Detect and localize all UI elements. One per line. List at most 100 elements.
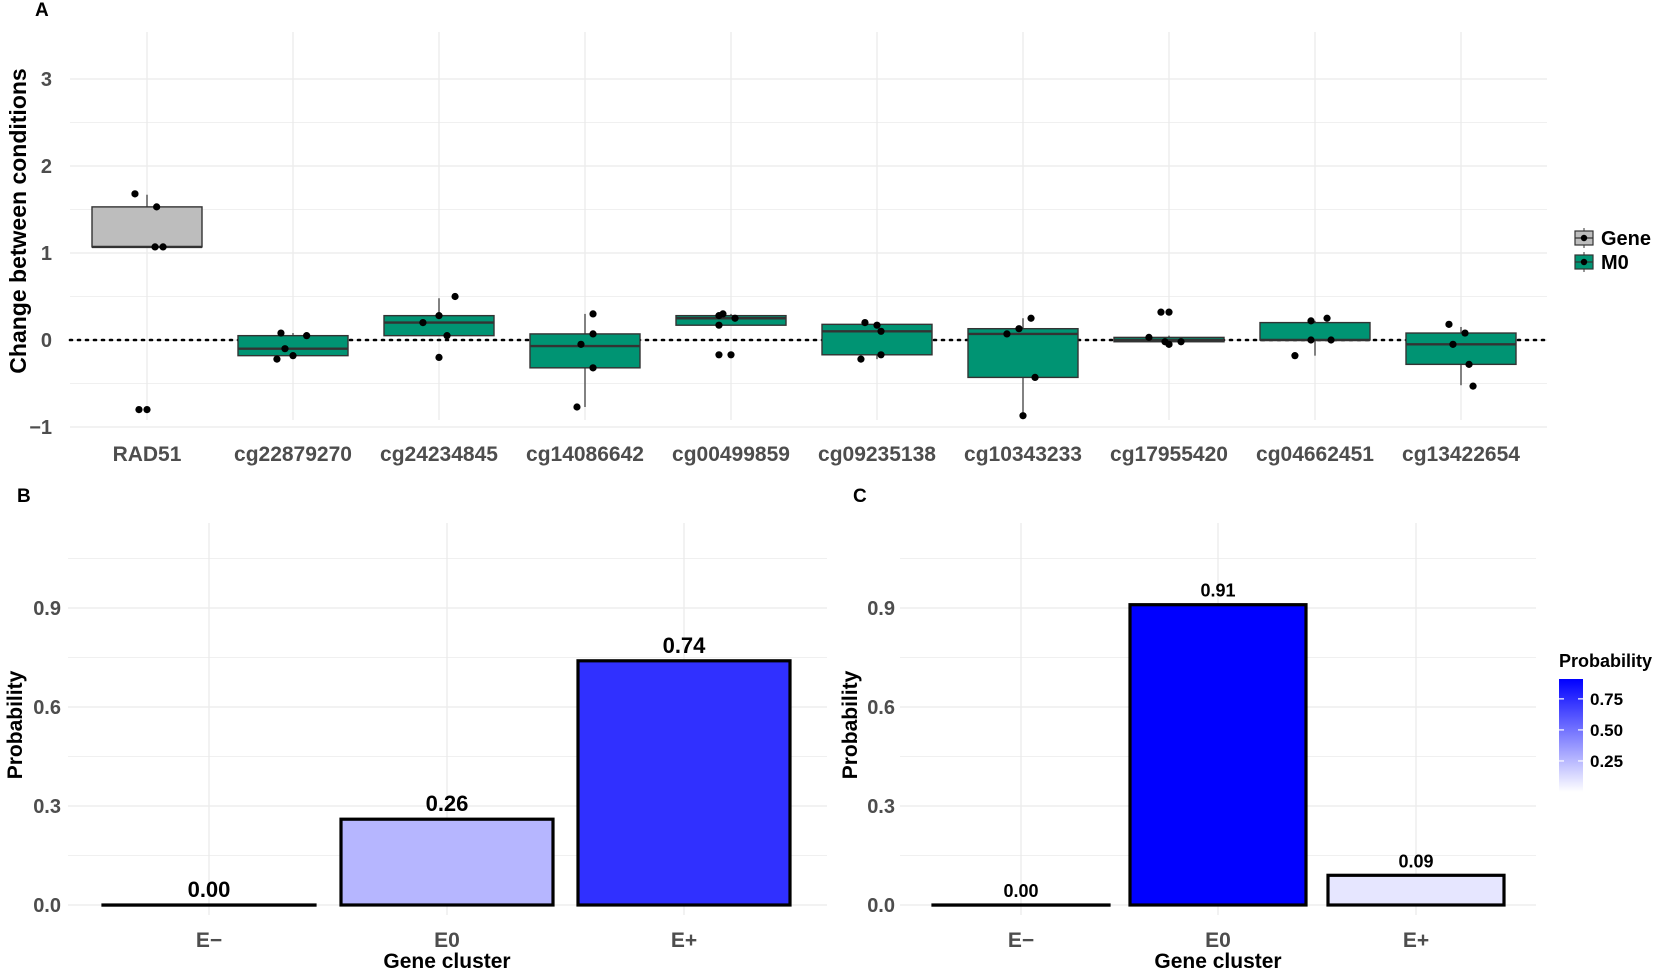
panel-label-c: C (853, 486, 867, 507)
data-point (1465, 360, 1473, 368)
bar-E+ (576, 659, 792, 907)
panel-b-y-axis-title: Probability (4, 670, 27, 779)
x-tick-label: E+ (671, 929, 697, 952)
data-point (715, 321, 723, 329)
data-point (577, 340, 585, 348)
data-point (589, 310, 597, 318)
x-tick-label: RAD51 (113, 443, 182, 466)
data-point (159, 243, 167, 251)
y-tick-label: 0.3 (867, 796, 895, 818)
colorbar-tick-label: 0.75 (1590, 690, 1623, 709)
data-point (143, 406, 151, 414)
data-point (1307, 317, 1315, 325)
boxplot-cg17955420 (1113, 308, 1225, 348)
data-point (153, 203, 161, 211)
data-point (151, 243, 159, 251)
panel-c-x-axis-title: Gene cluster (1154, 950, 1281, 973)
x-tick-label: cg22879270 (234, 443, 352, 466)
panel-b-axis: E− E0 E+ 0.0 0.3 0.6 0.9 (33, 598, 697, 952)
box-iqr (529, 333, 641, 369)
colorbar-gradient (1559, 679, 1583, 792)
data-point (857, 355, 865, 363)
data-point (1027, 314, 1035, 322)
box-iqr (821, 323, 933, 356)
x-tick-label: cg10343233 (964, 443, 1082, 466)
x-tick-label: cg04662451 (1256, 443, 1374, 466)
data-point (1157, 308, 1165, 316)
legend-label-m0: M0 (1601, 252, 1629, 274)
bar-value-label: 0.00 (1003, 881, 1038, 901)
panel-a-gridlines (70, 32, 1547, 428)
panel-a-legend: Gene M0 (1574, 228, 1651, 274)
y-tick-label: 0.0 (867, 895, 895, 917)
x-tick-label: E0 (1205, 929, 1231, 952)
data-point (1003, 330, 1011, 338)
data-point (731, 314, 739, 322)
data-point (443, 332, 451, 340)
data-point (1015, 325, 1023, 333)
panel-a-y-axis-title: Change between conditions (5, 68, 31, 373)
x-tick-label: cg24234845 (380, 443, 498, 466)
bar-E+ (1326, 873, 1506, 907)
y-tick-label: 0.9 (33, 598, 61, 620)
data-point (877, 351, 885, 359)
data-point (419, 319, 427, 327)
y-tick-label: 0.6 (33, 697, 61, 719)
boxplot-RAD51 (91, 190, 203, 414)
box-iqr (1259, 321, 1371, 341)
bar-value-label: 0.00 (188, 877, 231, 902)
panel-b-bars: 0.00 0.26 0.74 (101, 633, 792, 907)
box-iqr (675, 314, 787, 326)
box-iqr (967, 327, 1079, 379)
data-point (435, 353, 443, 361)
panel-a-boxplots (68, 190, 1549, 420)
boxplot-cg10343233 (967, 314, 1079, 420)
bar-value-label: 0.91 (1200, 581, 1235, 601)
panel-c-bars: 0.00 0.91 0.09 (931, 581, 1506, 907)
panel-label-a: A (35, 0, 49, 21)
boxplot-cg13422654 (1405, 320, 1517, 390)
data-point (1291, 352, 1299, 360)
data-point (303, 332, 311, 340)
data-point (877, 327, 885, 335)
data-point (1177, 338, 1185, 346)
x-tick-label: E0 (434, 929, 460, 952)
x-tick-label: cg14086642 (526, 443, 644, 466)
data-point (1165, 340, 1173, 348)
bar-value-label: 0.26 (426, 791, 469, 816)
panel-label-b: B (17, 486, 31, 507)
colorbar-title: Probability (1559, 651, 1652, 671)
data-point (289, 352, 297, 360)
panel-c-y-axis-title: Probability (839, 670, 862, 779)
y-tick-label: 0.6 (867, 697, 895, 719)
data-point (1449, 340, 1457, 348)
data-point (273, 355, 281, 363)
x-tick-label: cg17955420 (1110, 443, 1228, 466)
boxplot-cg14086642 (529, 310, 641, 411)
y-tick-label: 1 (41, 243, 52, 265)
data-point (135, 406, 143, 414)
y-tick-label: −1 (29, 417, 52, 439)
data-point (1165, 308, 1173, 316)
data-point (1031, 373, 1039, 382)
y-tick-label: 0 (41, 330, 52, 352)
data-point (1019, 412, 1027, 420)
data-point (131, 190, 139, 198)
y-tick-label: 0.3 (33, 796, 61, 818)
boxplot-cg04662451 (1259, 314, 1371, 360)
data-point (1323, 314, 1331, 322)
data-point (1307, 336, 1315, 344)
bar-E0 (1128, 603, 1308, 907)
panel-b-x-axis-title: Gene cluster (383, 950, 510, 973)
panel-c-axis: E− E0 E+ 0.0 0.3 0.6 0.9 (867, 598, 1429, 952)
data-point (451, 292, 459, 301)
bar-value-label: 0.74 (663, 633, 707, 658)
data-point (589, 330, 597, 338)
y-tick-label: 0.9 (867, 598, 895, 620)
colorbar-tick-label: 0.25 (1590, 752, 1623, 771)
box-iqr (91, 206, 203, 248)
data-point (1461, 329, 1469, 337)
data-point (873, 321, 881, 329)
bar-value-label: 0.09 (1398, 851, 1433, 871)
